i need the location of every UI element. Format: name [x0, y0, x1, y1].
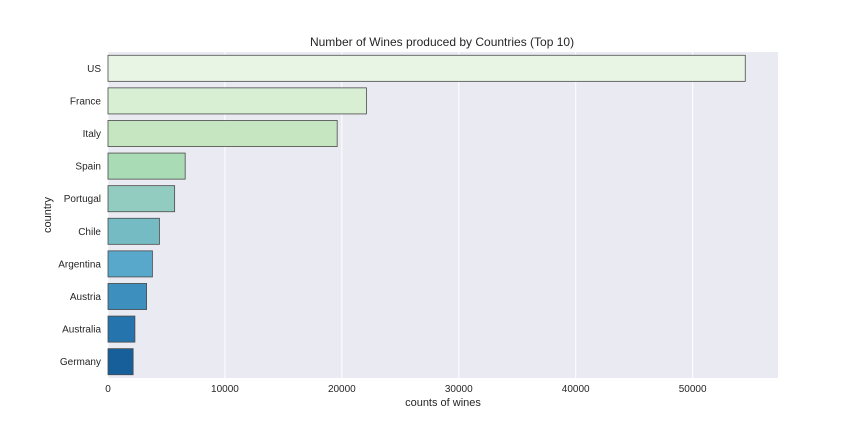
- x-tick-label: 30000: [445, 384, 473, 395]
- bar-france: [107, 87, 367, 115]
- y-tick-label: Germany: [60, 357, 101, 368]
- bar-italy: [107, 120, 338, 147]
- x-axis-label: counts of wines: [405, 397, 481, 409]
- bar-germany: [107, 348, 134, 376]
- y-tick-label: Italy: [83, 129, 101, 140]
- bars: [107, 54, 746, 376]
- chart-title: Number of Wines produced by Countries (T…: [310, 35, 574, 49]
- y-tick-label: Portugal: [64, 194, 101, 205]
- y-tick-label: Argentina: [58, 259, 101, 270]
- bar-chile: [107, 217, 160, 245]
- bar-spain: [107, 152, 186, 180]
- bar-austria: [107, 283, 147, 310]
- x-tick-label: 20000: [328, 384, 356, 395]
- y-tick-labels: US France Italy Spain Portugal Chile Argentina…: [58, 64, 101, 368]
- y-tick-label: France: [70, 96, 102, 107]
- x-tick-label: 40000: [562, 384, 590, 395]
- bar-portugal: [107, 185, 176, 213]
- y-tick-label: Spain: [75, 162, 101, 173]
- bar-us: [107, 54, 746, 82]
- x-tick-labels: 0 10000 20000 30000 40000 50000: [105, 384, 707, 395]
- y-tick-label: Australia: [62, 325, 101, 336]
- x-tick-label: 0: [105, 384, 111, 395]
- y-tick-label: Austria: [70, 292, 102, 303]
- y-axis-label: country: [42, 196, 54, 233]
- y-tick-label: Chile: [78, 227, 101, 238]
- y-tick-label: US: [87, 64, 101, 75]
- x-tick-label: 10000: [211, 384, 239, 395]
- bar-australia: [107, 315, 136, 343]
- bar-argentina: [107, 250, 153, 278]
- x-tick-label: 50000: [679, 384, 707, 395]
